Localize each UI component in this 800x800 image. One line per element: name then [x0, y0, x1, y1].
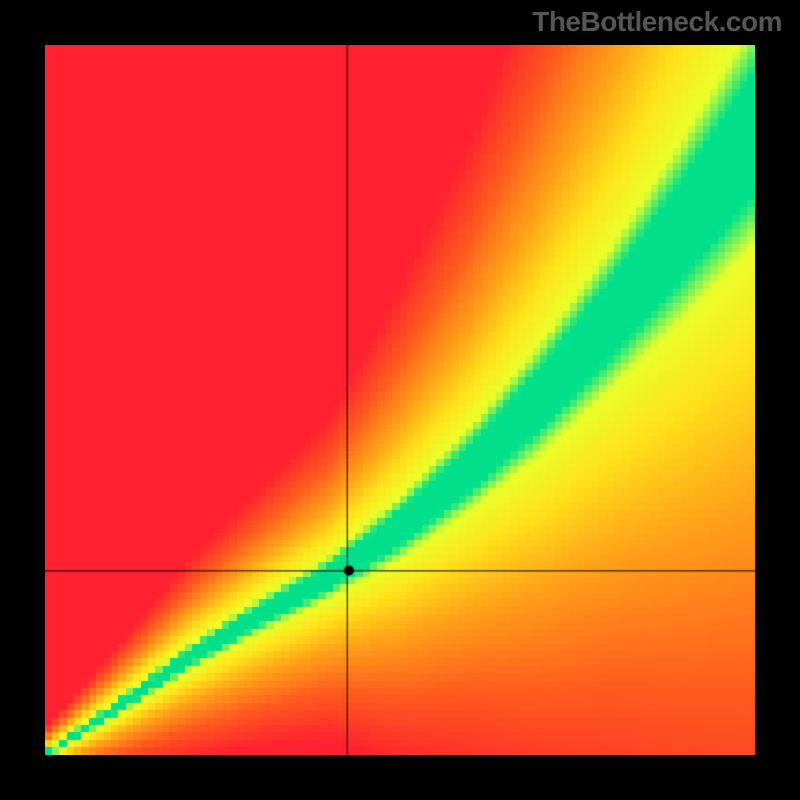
- bottleneck-heatmap: [45, 45, 755, 755]
- chart-outer-frame: TheBottleneck.com: [0, 0, 800, 800]
- watermark-text: TheBottleneck.com: [532, 6, 782, 38]
